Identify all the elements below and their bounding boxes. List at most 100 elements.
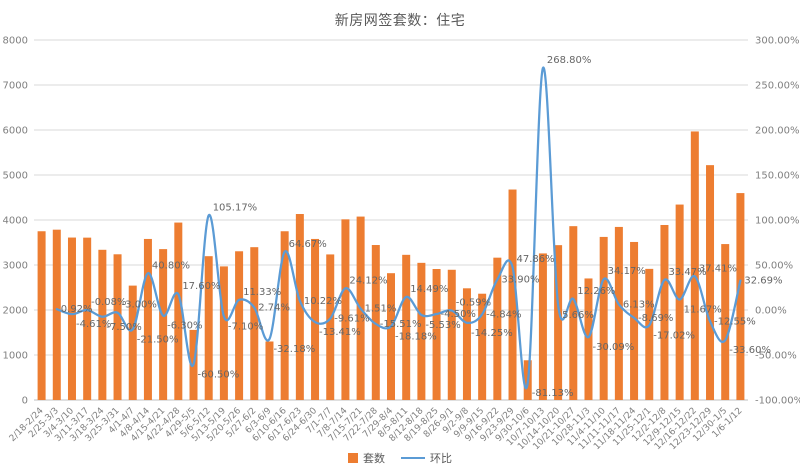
y-axis-left-label: 8000 — [3, 36, 28, 47]
data-label: 10.22% — [304, 296, 342, 307]
bar-series-swatch-icon — [348, 453, 358, 463]
y-axis-right-label: 50.00% — [755, 261, 793, 272]
legend: 套数 环比 — [348, 450, 452, 466]
y-axis-right-label: 200.00% — [755, 126, 800, 137]
bar — [721, 244, 730, 400]
bar — [52, 229, 61, 400]
data-label: 33.47% — [668, 267, 706, 278]
data-label: -33.60% — [729, 345, 771, 356]
bar — [599, 236, 608, 400]
bar — [447, 269, 456, 400]
data-label: -8.69% — [638, 313, 673, 324]
bar — [554, 245, 563, 400]
data-label: 11.33% — [243, 287, 281, 298]
y-axis-left-label: 7000 — [3, 81, 28, 92]
data-label: 64.67% — [289, 239, 327, 250]
data-label: 47.86% — [517, 254, 555, 265]
bar — [128, 285, 137, 400]
data-label: -4.84% — [486, 309, 521, 320]
bar — [402, 254, 411, 400]
y-axis-left-label: 2000 — [3, 306, 28, 317]
bar — [690, 131, 699, 400]
bar — [83, 237, 92, 400]
chart-title: 新房网签套数：住宅 — [334, 13, 466, 29]
data-label: 268.80% — [547, 55, 592, 66]
bar — [295, 214, 304, 400]
bar — [143, 238, 152, 400]
bar — [493, 257, 502, 400]
bar — [341, 219, 350, 400]
bar — [569, 226, 578, 400]
y-axis-right-label: 100.00% — [755, 216, 800, 227]
bar — [280, 231, 289, 400]
data-label: 12.26% — [577, 286, 615, 297]
data-label: -13.41% — [319, 327, 361, 338]
bar — [98, 249, 107, 400]
bar — [371, 245, 380, 400]
bar — [235, 251, 244, 400]
legend-bars-label: 套数 — [363, 452, 385, 465]
data-label: -7.50% — [106, 322, 141, 333]
data-label: -4.50% — [441, 309, 476, 320]
data-label: 34.17% — [608, 266, 646, 277]
y-axis-left-label: 5000 — [3, 171, 28, 182]
bar — [219, 266, 228, 400]
bar — [250, 247, 259, 400]
data-label: 5.66% — [562, 310, 594, 321]
y-axis-left-label: 1000 — [3, 351, 28, 362]
data-label: -5.53% — [425, 320, 460, 331]
data-label: -81.13% — [532, 388, 574, 399]
data-label: 24.12% — [349, 275, 387, 286]
data-label: -18.18% — [395, 331, 437, 342]
data-label: 1.51% — [365, 304, 397, 315]
data-label: -17.02% — [653, 330, 695, 341]
bar — [614, 226, 623, 400]
data-label: -14.25% — [471, 328, 513, 339]
legend-item-bars: 套数 — [348, 450, 385, 466]
y-axis-left-label: 4000 — [3, 216, 28, 227]
bar — [265, 341, 274, 400]
bar — [113, 254, 122, 400]
data-label: 0.92% — [61, 304, 93, 315]
bar — [660, 224, 669, 400]
y-axis-right-label: -50.00% — [755, 351, 797, 362]
legend-item-line: 环比 — [401, 450, 452, 466]
data-label: 6.13% — [623, 299, 655, 310]
bar — [462, 288, 471, 400]
data-label: -6.30% — [167, 321, 202, 332]
data-label: 2.74% — [258, 303, 290, 314]
y-axis-right-label: -100.00% — [755, 396, 800, 407]
bar — [645, 268, 654, 400]
y-axis-left-label: 6000 — [3, 126, 28, 137]
bar — [159, 249, 168, 400]
y-axis-left-label: 3000 — [3, 261, 28, 272]
data-label: 40.80% — [152, 260, 190, 271]
data-label: 33.90% — [501, 274, 539, 285]
bar — [508, 189, 517, 400]
bar — [67, 237, 76, 400]
y-axis-right-label: 300.00% — [755, 36, 800, 47]
data-label: 17.60% — [182, 281, 220, 292]
y-axis-right-label: 0.00% — [755, 306, 787, 317]
data-label: -4.61% — [76, 319, 111, 330]
bar — [706, 165, 715, 400]
data-label: -7.10% — [228, 321, 263, 332]
data-label: -60.50% — [198, 369, 240, 380]
bar — [37, 231, 46, 400]
data-label: -21.50% — [137, 334, 179, 345]
bar — [417, 262, 426, 400]
bar — [736, 193, 745, 400]
bar — [326, 254, 335, 400]
data-label: -12.55% — [714, 316, 756, 327]
data-label: -9.61% — [334, 314, 369, 325]
line-series-swatch-icon — [401, 457, 425, 459]
data-label: 32.69% — [744, 276, 782, 287]
data-label: -3.00% — [122, 300, 157, 311]
y-axis-right-label: 250.00% — [755, 81, 800, 92]
bar — [538, 253, 547, 400]
bar — [311, 238, 320, 400]
data-label: 11.67% — [684, 304, 722, 315]
data-label: 37.41% — [699, 263, 737, 274]
